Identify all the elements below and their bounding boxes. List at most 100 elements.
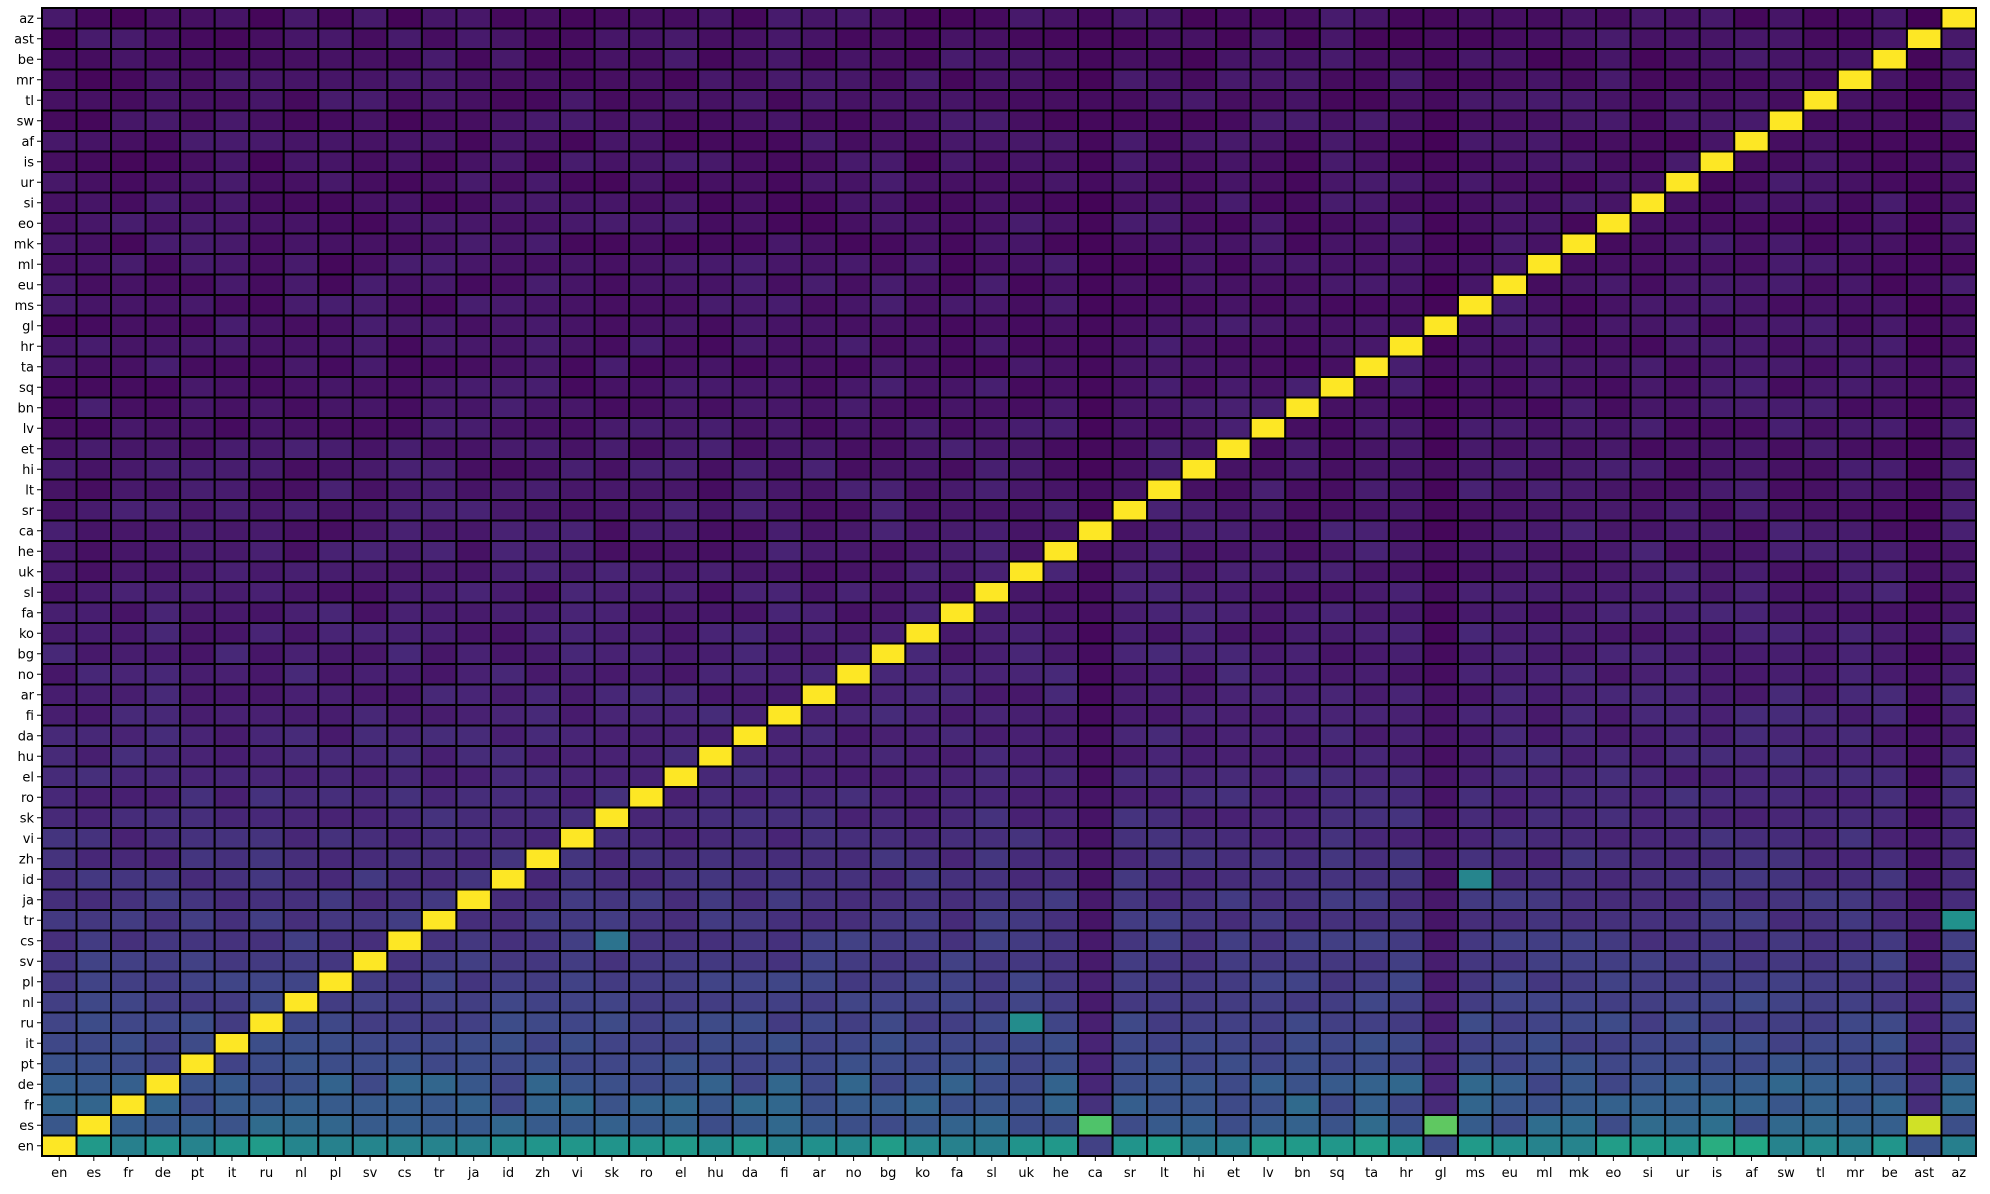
heatmap-cell-he-zh xyxy=(524,540,562,563)
heatmap-cell-ms-ko xyxy=(904,294,941,317)
heatmap-cell-ml-it xyxy=(213,253,251,276)
heatmap-cell-mr-sv xyxy=(351,68,389,91)
heatmap-cell-az-nl xyxy=(282,7,320,30)
heatmap-cell-bg-af xyxy=(1733,642,1770,665)
heatmap-cell-fa-cs xyxy=(386,601,423,624)
heatmap-cell-is-id xyxy=(489,150,527,173)
heatmap-cell-ro-af xyxy=(1733,786,1770,809)
heatmap-cell-tl-en xyxy=(41,89,78,112)
heatmap-cell-fi-ro xyxy=(628,704,665,727)
heatmap-cell-mk-pl xyxy=(317,232,354,255)
y-axis-ticks: enesfrdeptitrunlplsvcstrjaidzhviskroelhu… xyxy=(14,12,42,1154)
heatmap-cell-sq-ro xyxy=(628,376,665,399)
heatmap-cell-pt-tl xyxy=(1802,1052,1839,1075)
heatmap-cell-he-da xyxy=(731,540,769,563)
heatmap-cell-vi-mr xyxy=(1836,827,1874,850)
heatmap-cell-uk-id xyxy=(489,560,527,583)
heatmap-cell-ta-si xyxy=(1629,355,1667,378)
y-tick-label-ms: ms xyxy=(15,299,35,314)
heatmap-cell-sw-mk xyxy=(1560,109,1598,132)
heatmap-cell-ar-sr xyxy=(1111,683,1149,706)
heatmap-cell-ru-sv xyxy=(351,1011,389,1034)
heatmap-cell-ms-eu xyxy=(1491,294,1529,317)
heatmap-cell-fr-ru xyxy=(248,1093,285,1116)
heatmap-cell-tr-zh xyxy=(524,909,562,932)
heatmap-cell-ro-de xyxy=(144,786,182,809)
heatmap-cell-gl-hu xyxy=(697,314,734,337)
heatmap-cell-en-lt xyxy=(1146,1134,1183,1157)
heatmap-cell-ro-zh xyxy=(524,786,562,809)
heatmap-cell-fa-sr xyxy=(1111,601,1149,624)
heatmap-cell-el-sw xyxy=(1767,765,1805,788)
heatmap-cell-ta-sr xyxy=(1111,355,1149,378)
heatmap-cell-sv-az xyxy=(1940,950,1977,973)
heatmap-cell-be-he xyxy=(1042,48,1080,71)
heatmap-cell-bn-sw xyxy=(1767,396,1805,419)
heatmap-cell-mk-fi xyxy=(766,232,803,255)
heatmap-cell-hr-zh xyxy=(524,335,562,358)
heatmap-cell-vi-sl xyxy=(973,827,1011,850)
heatmap-cell-az-ca xyxy=(1077,7,1114,30)
heatmap-cell-pl-id xyxy=(489,970,527,993)
heatmap-cell-no-en xyxy=(41,663,78,686)
heatmap-cell-bg-ja xyxy=(455,642,492,665)
heatmap-cell-lt-ca xyxy=(1077,478,1114,501)
heatmap-cell-gl-vi xyxy=(559,314,596,337)
heatmap-cell-cs-hi xyxy=(1180,929,1218,952)
heatmap-cell-sr-en xyxy=(41,499,78,522)
heatmap-cell-no-he xyxy=(1042,663,1080,686)
heatmap-cell-sl-sw xyxy=(1767,581,1805,604)
heatmap-cell-et-ast xyxy=(1905,437,1943,460)
heatmap-cell-hi-ml xyxy=(1526,458,1563,481)
heatmap-cell-ast-gl xyxy=(1422,27,1459,50)
heatmap-cell-sw-ca xyxy=(1077,109,1114,132)
heatmap-cell-mr-az xyxy=(1940,68,1977,91)
heatmap-cell-ml-ca xyxy=(1077,253,1114,276)
heatmap-cell-ml-vi xyxy=(559,253,596,276)
heatmap-cell-ko-lt xyxy=(1146,622,1183,645)
heatmap-cell-ar-fa xyxy=(938,683,976,706)
heatmap-cell-eu-mk xyxy=(1560,273,1598,296)
heatmap-cell-nl-is xyxy=(1698,991,1736,1014)
heatmap-cell-fr-he xyxy=(1042,1093,1080,1116)
heatmap-cell-hi-hu xyxy=(697,458,734,481)
heatmap-cell-pt-no xyxy=(835,1052,872,1075)
heatmap-cell-no-hr xyxy=(1387,663,1425,686)
heatmap-cell-it-ms xyxy=(1456,1032,1494,1055)
heatmap-cell-tr-cs xyxy=(386,909,423,932)
heatmap-cell-gl-tl xyxy=(1802,314,1839,337)
heatmap-cell-lv-mk xyxy=(1560,417,1598,440)
heatmap-cell-cs-pl xyxy=(317,929,354,952)
heatmap-cell-tr-sv xyxy=(351,909,389,932)
heatmap-cell-de-lv xyxy=(1249,1073,1287,1096)
heatmap-cell-sk-sr xyxy=(1111,806,1149,829)
heatmap-cell-hr-fi xyxy=(766,335,803,358)
heatmap-cell-pt-en xyxy=(41,1052,78,1075)
heatmap-cell-lv-bn xyxy=(1284,417,1321,440)
heatmap-cell-fi-hu xyxy=(697,704,734,727)
heatmap-cell-uk-bg xyxy=(869,560,907,583)
heatmap-cell-fi-zh xyxy=(524,704,562,727)
heatmap-cell-sk-ast xyxy=(1905,806,1943,829)
heatmap-cell-id-mr xyxy=(1836,868,1874,891)
heatmap-cell-ast-mr xyxy=(1836,27,1874,50)
heatmap-cell-ms-sk xyxy=(593,294,631,317)
heatmap-cell-sq-bn xyxy=(1284,376,1321,399)
heatmap-cell-et-tr xyxy=(420,437,458,460)
heatmap-cell-sw-az xyxy=(1940,109,1977,132)
y-tick-label-ca: ca xyxy=(19,524,34,539)
heatmap-cell-es-ml xyxy=(1526,1114,1563,1137)
heatmap-cell-ko-tr xyxy=(420,622,458,645)
heatmap-cell-ja-vi xyxy=(559,888,596,911)
heatmap-cell-ast-hr xyxy=(1387,27,1425,50)
heatmap-cell-zh-da xyxy=(731,847,769,870)
heatmap-cell-bg-id xyxy=(489,642,527,665)
heatmap-cell-tl-nl xyxy=(282,89,320,112)
heatmap-cell-fr-eo xyxy=(1595,1093,1632,1116)
heatmap-cell-si-sk xyxy=(593,191,631,214)
heatmap-cell-lt-hu xyxy=(697,478,734,501)
heatmap-cell-be-be xyxy=(1871,48,1908,71)
heatmap-cell-eu-cs xyxy=(386,273,423,296)
heatmap-cell-hi-sw xyxy=(1767,458,1805,481)
heatmap-cell-ta-cs xyxy=(386,355,423,378)
